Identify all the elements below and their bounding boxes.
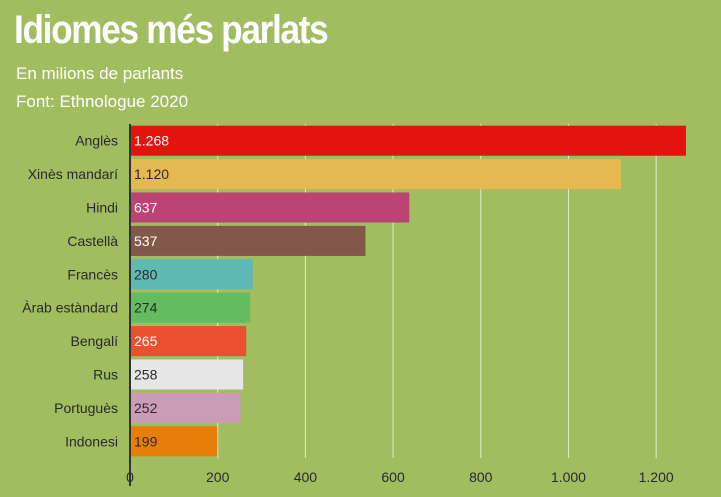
category-label: Anglès (75, 133, 118, 149)
bar (130, 426, 218, 457)
data-label: 258 (134, 367, 158, 383)
bar (130, 326, 247, 357)
chart-subtitle: En milions de parlants (16, 64, 184, 83)
data-label: 280 (134, 266, 158, 282)
x-tick-label: 1.200 (639, 469, 674, 485)
category-label: Francès (67, 266, 118, 282)
data-label: 199 (134, 433, 158, 449)
category-label: Hindi (86, 200, 118, 216)
data-label: 274 (134, 300, 158, 316)
data-label: 1.268 (134, 133, 169, 149)
category-label: Rus (93, 367, 118, 383)
x-tick-label: 600 (381, 469, 405, 485)
category-label: Bengalí (71, 333, 119, 349)
category-label: Indonesi (65, 433, 118, 449)
chart-title: Idiomes més parlats (14, 8, 329, 52)
bar (130, 392, 241, 423)
data-label: 537 (134, 233, 158, 249)
data-label: 637 (134, 200, 158, 216)
chart-source: Font: Ethnologue 2020 (16, 92, 189, 111)
bar (130, 259, 253, 290)
x-tick-label: 400 (294, 469, 318, 485)
bar (130, 292, 251, 323)
x-tick-label: 1.000 (551, 469, 586, 485)
bar (130, 125, 686, 156)
data-label: 265 (134, 333, 158, 349)
x-tick-label: 200 (206, 469, 230, 485)
bar (130, 192, 410, 223)
data-label: 1.120 (134, 166, 169, 182)
category-label: Àrab estàndard (22, 300, 118, 316)
bar (130, 225, 366, 256)
bar (130, 159, 622, 190)
category-label: Castellà (67, 233, 118, 249)
x-tick-label: 800 (469, 469, 493, 485)
category-label: Portuguès (54, 400, 118, 416)
bar (130, 359, 244, 390)
data-label: 252 (134, 400, 158, 416)
category-label: Xinès mandarí (28, 166, 118, 182)
